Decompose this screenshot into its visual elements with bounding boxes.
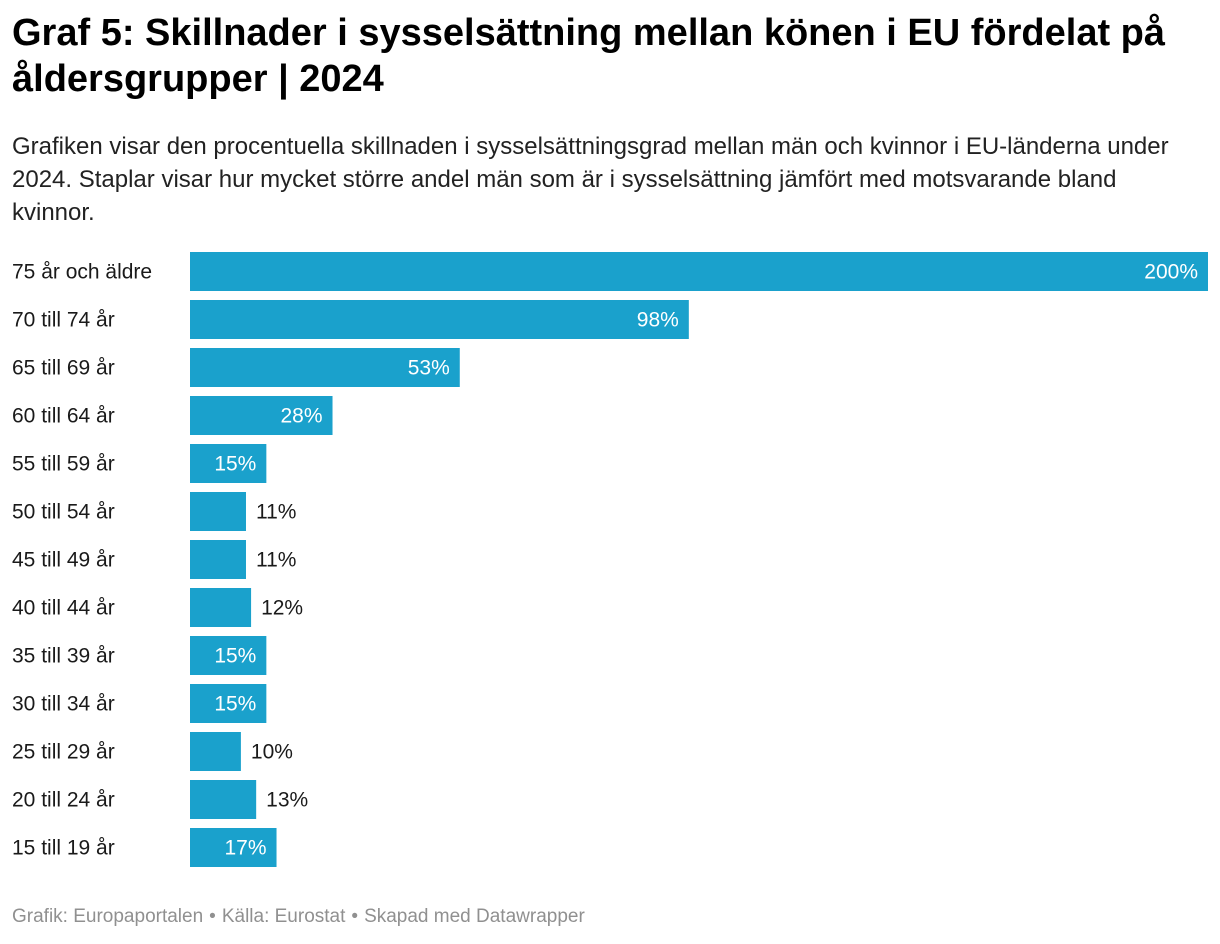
data-label: 17% — [224, 837, 266, 860]
bar-chart: 75 år och äldre 200% 70 till 74 år 98% 65 ti… — [0, 240, 1220, 880]
footer-source: Källa: Eurostat — [222, 906, 346, 927]
footer-separator: • — [209, 906, 216, 927]
data-label: 10% — [251, 741, 293, 764]
bar — [190, 300, 689, 339]
data-label: 200% — [1144, 261, 1198, 284]
chart-title: Graf 5: Skillnader i sysselsättning mell… — [12, 10, 1212, 102]
footer-separator: • — [351, 906, 358, 927]
category-label: 70 till 74 år — [12, 309, 115, 332]
category-label: 20 till 24 år — [12, 789, 115, 812]
category-label: 75 år och äldre — [12, 261, 152, 284]
bar — [190, 780, 256, 819]
category-label: 55 till 59 år — [12, 453, 115, 476]
category-label: 35 till 39 år — [12, 645, 115, 668]
chart-footer: Grafik: Europaportalen • Källa: Eurostat • S… — [12, 906, 585, 928]
bar — [190, 540, 246, 579]
category-label: 45 till 49 år — [12, 549, 115, 572]
bar — [190, 252, 1208, 291]
footer-tool: Skapad med Datawrapper — [364, 906, 585, 927]
data-label: 15% — [214, 453, 256, 476]
bar — [190, 732, 241, 771]
category-label: 25 till 29 år — [12, 741, 115, 764]
bar — [190, 492, 246, 531]
data-label: 98% — [637, 309, 679, 332]
data-label: 15% — [214, 645, 256, 668]
data-label: 15% — [214, 693, 256, 716]
category-label: 40 till 44 år — [12, 597, 115, 620]
footer-credit: Grafik: Europaportalen — [12, 906, 203, 927]
category-label: 15 till 19 år — [12, 837, 115, 860]
data-label: 11% — [256, 549, 296, 572]
category-label: 50 till 54 år — [12, 501, 115, 524]
data-label: 11% — [256, 501, 296, 524]
chart-subtitle: Grafiken visar den procentuella skillnad… — [12, 130, 1202, 229]
data-label: 12% — [261, 597, 303, 620]
category-label: 65 till 69 år — [12, 357, 115, 380]
category-label: 60 till 64 år — [12, 405, 115, 428]
data-label: 13% — [266, 789, 308, 812]
category-label: 30 till 34 år — [12, 693, 115, 716]
data-label: 53% — [408, 357, 450, 380]
bar — [190, 588, 251, 627]
data-label: 28% — [280, 405, 322, 428]
